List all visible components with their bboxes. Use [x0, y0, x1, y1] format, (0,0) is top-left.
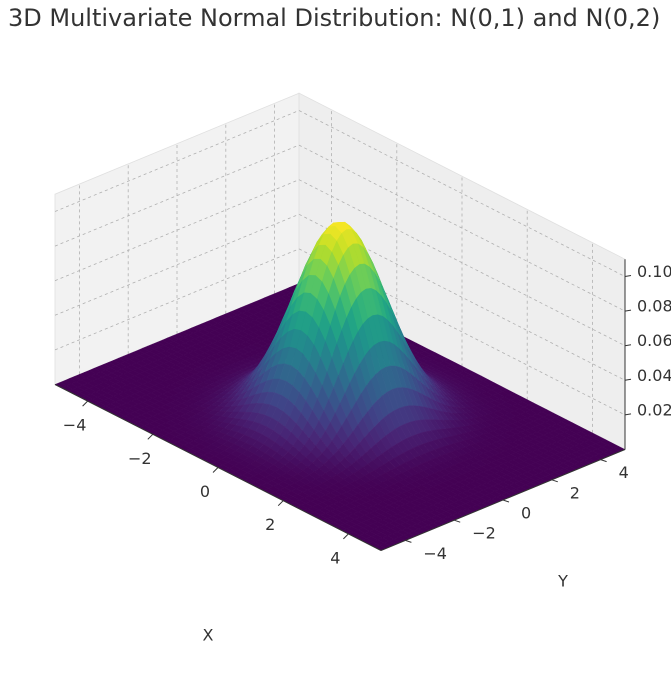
z-tick-mark	[624, 275, 632, 277]
z-tick-label: 0.04	[637, 366, 671, 385]
y-tick-mark	[551, 479, 558, 483]
z-tick-mark	[624, 309, 632, 312]
tick-marks	[82, 275, 632, 543]
x-axis-label: X	[203, 626, 214, 645]
z-tick-label: 0.08	[637, 297, 671, 316]
x-tick-mark	[212, 467, 219, 473]
y-tick-mark	[600, 459, 607, 463]
y-tick-label: 2	[570, 483, 580, 502]
x-tick-mark	[82, 400, 88, 407]
z-tick-mark	[624, 344, 632, 347]
x-tick-label: 0	[200, 482, 210, 501]
x-tick-mark	[343, 533, 349, 540]
x-tick-label: −4	[63, 416, 87, 435]
y-tick-mark	[502, 499, 510, 503]
chart-title: 3D Multivariate Normal Distribution: N(0…	[8, 4, 661, 32]
tick-labels: −4 −2 0 2 4 −4 −2 0 2 4 0.02 0.04 0.06 0.08 0.10 X Y	[63, 262, 671, 645]
grid-line-z-left	[54, 179, 300, 282]
y-tick-label: 0	[521, 504, 531, 523]
y-tick-label: 4	[619, 463, 629, 482]
x-tick-label: 4	[330, 548, 340, 567]
y-tick-mark	[405, 539, 412, 543]
grid-line-z-left	[54, 144, 300, 247]
density-surface	[54, 221, 626, 551]
x-tick-mark	[147, 433, 154, 440]
z-tick-mark	[624, 378, 632, 381]
z-tick-mark	[624, 413, 632, 416]
grid-line-z-left	[54, 248, 300, 351]
grid-line-z-back	[298, 110, 626, 277]
grid-line-z-back	[298, 144, 626, 312]
x-tick-label: −2	[128, 449, 152, 468]
grid-line-z-back	[298, 179, 626, 347]
z-tick-label: 0.10	[637, 262, 671, 281]
z-tick-label: 0.02	[637, 400, 671, 419]
x-tick-mark	[277, 500, 284, 507]
y-tick-label: −2	[472, 524, 496, 543]
x-tick-label: 2	[265, 515, 275, 534]
grid-line-z-left	[54, 213, 300, 316]
y-axis-label: Y	[557, 572, 568, 591]
z-tick-label: 0.06	[637, 331, 671, 350]
y-tick-mark	[454, 519, 461, 523]
y-tick-label: −4	[423, 544, 447, 563]
grid-line-z-left	[54, 110, 300, 212]
